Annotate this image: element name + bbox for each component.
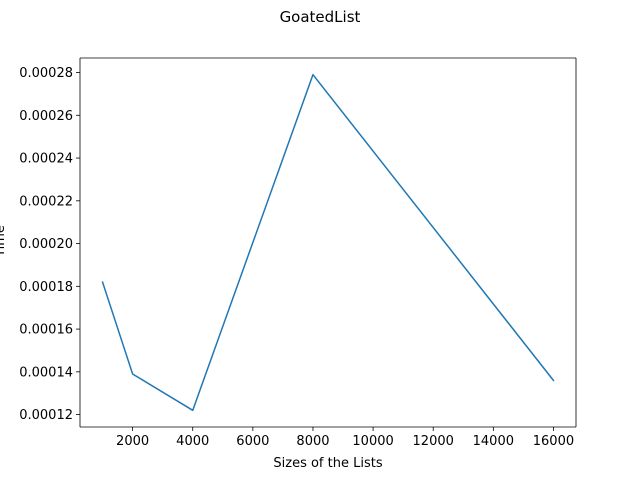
x-tick-label: 10000	[352, 434, 393, 449]
x-tick-label: 8000	[296, 434, 329, 449]
x-tick-label: 6000	[236, 434, 269, 449]
x-tick-label: 12000	[413, 434, 454, 449]
x-axis-label: Sizes of the Lists	[273, 456, 382, 471]
x-tick-label: 2000	[116, 434, 149, 449]
x-tick-label: 4000	[176, 434, 209, 449]
y-tick-label: 0.00026	[19, 109, 73, 124]
series-line-0	[101, 73, 555, 412]
y-tick-label: 0.00022	[19, 194, 73, 209]
y-axis-label: Time	[0, 225, 8, 258]
x-tick-label: 16000	[533, 434, 574, 449]
chart-title: GoatedList	[280, 8, 361, 26]
plot-area: 2000 4000 6000 8000 10000 12000 14000 16000 0.00…	[19, 57, 577, 449]
y-tick-label: 0.00024	[19, 152, 73, 167]
y-tick-label: 0.00012	[19, 408, 73, 423]
y-tick-label: 0.00020	[19, 237, 73, 252]
y-tick-label: 0.00014	[19, 365, 73, 380]
x-tick-label: 14000	[473, 434, 514, 449]
y-tick-label: 0.00018	[19, 280, 73, 295]
y-tick-label: 0.00028	[19, 66, 73, 81]
y-tick-label: 0.00016	[19, 323, 73, 338]
